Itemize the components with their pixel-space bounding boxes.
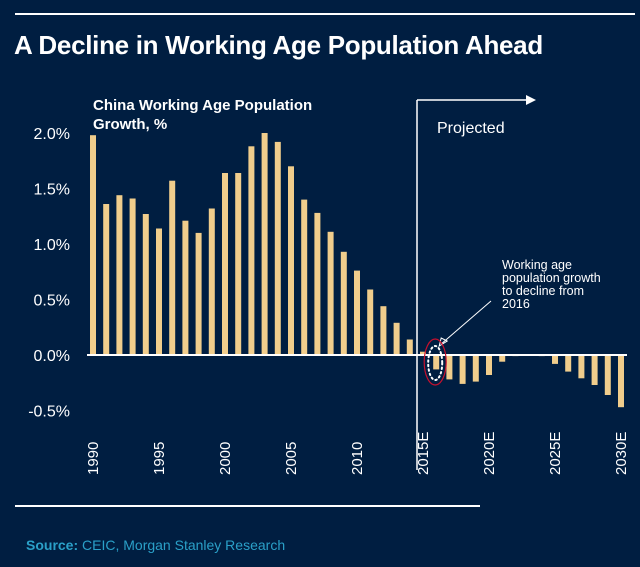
source-label: Source: [26,537,79,553]
x-tick-label: 2025E [547,432,564,475]
bar-2014 [406,339,413,355]
bar-2016E [433,355,440,370]
bar-1992 [116,195,123,355]
bar-2001 [235,173,242,355]
bar-2008 [327,231,334,355]
bar-2029E [604,355,611,395]
x-tick-label: 2015E [415,432,432,475]
chart-title-line-2: Growth, % [93,116,167,133]
page-title: A Decline in Working Age Population Ahea… [14,30,543,60]
bar-2026E [565,355,572,372]
bar-2015E [420,351,426,355]
y-axis: 2.0% 1.5% 1.0% 0.5% 0.0% -0.5% [28,126,70,421]
bar-2025E [552,355,558,364]
x-tick-label: 2010 [349,442,366,475]
x-axis: 1990 1995 2000 2005 2010 2015E 2020E 2025E 2030E [85,432,630,475]
x-tick-label: 2000 [217,442,234,475]
bar-2007 [314,212,321,355]
bar-2017E [446,355,453,380]
bar-2013 [393,322,400,355]
highlight-red-ellipse [423,338,447,386]
chart-title: China Working Age Population Growth, % [93,97,312,133]
y-tick-label: 2.0% [34,126,70,143]
bar-2027E [578,355,585,379]
bottom-divider [15,505,480,507]
bar-2009 [340,251,347,355]
bar-2020E [486,355,492,375]
bar-2004 [274,141,281,355]
callout-line-3: to decline from [502,284,584,298]
callout-line-2: population growth [502,271,601,285]
callout-line-4: 2016 [502,297,530,311]
bar-2006 [301,199,308,355]
bar-1995 [156,228,162,355]
bar-2005 [288,166,294,355]
bar-2011 [367,289,374,355]
bar-1990 [90,135,96,355]
bar-2010 [354,270,360,355]
bar-1999 [208,208,215,355]
bar-1991 [103,204,110,355]
x-tick-label: 2030E [613,432,630,475]
y-tick-label: 1.5% [34,182,70,199]
highlight-dotted-ellipse [427,345,444,381]
x-tick-label: 1995 [151,442,168,475]
bar-1998 [195,232,202,355]
bar-1996 [169,180,176,355]
bar-2021E [499,355,506,362]
bar-2019E [472,355,479,382]
bar-1994 [142,214,149,355]
source-note: Source: CEIC, Morgan Stanley Research [26,537,285,553]
projection-arrowhead-icon [526,95,536,105]
top-divider [15,13,635,15]
bar-2012 [380,306,387,355]
bar-2002 [248,146,255,355]
projection-marker: Projected [416,95,536,470]
bar-2000 [222,173,228,355]
y-tick-label: 0.5% [34,293,70,310]
bar-2018E [459,355,466,384]
y-tick-label: 0.0% [34,348,70,365]
bar-2028E [591,355,598,385]
bar-2030E [618,355,624,408]
x-tick-label: 2020E [481,432,498,475]
x-tick-label: 2005 [283,442,300,475]
bar-1997 [182,220,189,355]
projected-label: Projected [437,120,505,137]
bar-2003 [261,133,268,355]
bar-1993 [129,198,136,355]
callout-arrow-line [440,300,492,345]
y-tick-label: -0.5% [28,404,70,421]
y-tick-label: 1.0% [34,237,70,254]
callout-line-1: Working age [502,258,572,272]
bars [90,133,624,408]
callout-annotation: Working age population growth to decline… [423,258,601,386]
x-tick-label: 1990 [85,442,102,475]
source-text: CEIC, Morgan Stanley Research [78,537,286,553]
chart-title-line-1: China Working Age Population [93,97,312,114]
